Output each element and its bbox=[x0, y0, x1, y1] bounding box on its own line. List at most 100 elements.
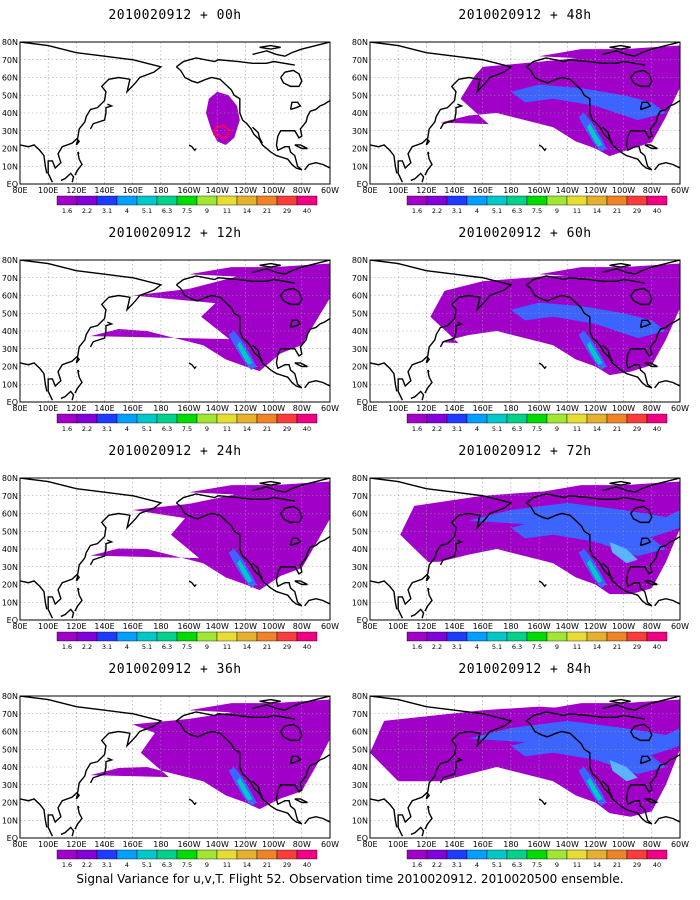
colorbar-swatch bbox=[136, 631, 158, 642]
lon-tick-label: 100W bbox=[262, 404, 285, 413]
map-panel: 2010020912 + 24h EQ 10N 20N 30N 40N 50N 60N 70N 8… bbox=[0, 436, 350, 661]
colorbar-swatch bbox=[96, 195, 118, 206]
coastline bbox=[439, 321, 464, 348]
colorbar-swatch bbox=[566, 413, 588, 424]
colorbar-label: 7.5 bbox=[532, 425, 542, 433]
map-plot: EQ 10N 20N 30N 40N 50N 60N 70N 80N 80E 100E 120E 140… bbox=[352, 474, 689, 651]
lat-tick-label: 50N bbox=[2, 745, 18, 754]
lat-tick-label: 60N bbox=[2, 510, 18, 519]
colorbar-label: 40 bbox=[303, 207, 311, 215]
lon-tick-label: 140E bbox=[444, 622, 464, 631]
lat-tick-label: 60N bbox=[2, 728, 18, 737]
colorbar-swatch bbox=[466, 195, 488, 206]
coastline bbox=[252, 780, 263, 798]
lon-tick-label: 160E bbox=[473, 186, 493, 195]
colorbar-swatch bbox=[566, 849, 588, 860]
coastline bbox=[370, 798, 398, 828]
coastline bbox=[424, 151, 433, 176]
lon-tick-label: 140W bbox=[206, 622, 229, 631]
colorbar-label: 29 bbox=[283, 861, 291, 869]
colorbar-swatch bbox=[486, 849, 508, 860]
lat-tick-label: 20N bbox=[2, 799, 18, 808]
coastline bbox=[625, 99, 680, 171]
lon-tick-label: 160E bbox=[473, 404, 493, 413]
lat-tick-label: 60N bbox=[352, 292, 368, 301]
lon-tick-label: 180 bbox=[153, 404, 168, 413]
lon-tick-label: 100W bbox=[262, 186, 285, 195]
colorbar-swatch bbox=[646, 631, 668, 642]
colorbar-label: 2.2 bbox=[82, 207, 92, 215]
variance-field bbox=[587, 341, 603, 365]
lon-tick-label: 140W bbox=[556, 840, 579, 849]
colorbar-swatch bbox=[606, 631, 628, 642]
colorbar-swatch bbox=[406, 413, 428, 424]
variance-contour bbox=[213, 124, 232, 140]
lat-tick-label: 30N bbox=[352, 781, 368, 790]
coastline bbox=[275, 317, 330, 389]
coastline bbox=[370, 42, 513, 183]
colorbar-swatch bbox=[296, 413, 318, 424]
colorbar-label: 5.1 bbox=[492, 207, 502, 215]
colorbar-label: 1.6 bbox=[62, 861, 72, 869]
lon-tick-label: 160W bbox=[177, 840, 200, 849]
panel-title: 2010020912 + 48h bbox=[458, 8, 592, 23]
coastline bbox=[175, 720, 303, 825]
lon-tick-label: 160W bbox=[527, 186, 550, 195]
lon-tick-label: 80E bbox=[12, 404, 27, 413]
variance-field bbox=[440, 52, 680, 157]
lon-tick-label: 140W bbox=[556, 186, 579, 195]
colorbar-swatch bbox=[546, 849, 568, 860]
coastline bbox=[89, 103, 114, 130]
lon-tick-label: 160E bbox=[123, 622, 143, 631]
colorbar-label: 3.1 bbox=[102, 207, 112, 215]
map-frame bbox=[19, 477, 331, 621]
coastline bbox=[370, 362, 398, 392]
coastline bbox=[625, 317, 680, 389]
lon-tick-label: 100E bbox=[38, 622, 58, 631]
colorbar-swatch bbox=[116, 413, 138, 424]
coastline bbox=[188, 362, 197, 370]
coastline bbox=[525, 57, 645, 68]
colorbar-label: 14 bbox=[243, 207, 251, 215]
coastline bbox=[175, 57, 295, 68]
map-plot: EQ 10N 20N 30N 40N 50N 60N 70N 80N 80E 100E 120E 140… bbox=[2, 256, 339, 433]
map-frame bbox=[369, 41, 681, 185]
colorbar-label: 40 bbox=[303, 643, 311, 651]
lon-tick-label: 100W bbox=[262, 622, 285, 631]
variance-field bbox=[609, 759, 638, 782]
lat-tick-label: 20N bbox=[352, 799, 368, 808]
lon-tick-label: 120W bbox=[234, 186, 257, 195]
colorbar-label: 40 bbox=[653, 425, 661, 433]
colorbar-swatch bbox=[216, 849, 238, 860]
colorbar-label: 6.3 bbox=[512, 425, 522, 433]
lon-tick-label: 180 bbox=[503, 404, 518, 413]
lat-tick-label: 40N bbox=[352, 763, 368, 772]
lat-tick-label: 20N bbox=[352, 363, 368, 372]
coastline bbox=[175, 66, 303, 171]
map-panel: 2010020912 + 36h EQ 10N 20N 30N 40N 50N 60N 70N 8… bbox=[0, 654, 350, 879]
colorbar-swatch bbox=[156, 195, 178, 206]
colorbar-swatch bbox=[156, 631, 178, 642]
lat-tick-label: 40N bbox=[2, 763, 18, 772]
colorbar-swatch bbox=[276, 413, 298, 424]
lon-tick-label: 120E bbox=[416, 622, 436, 631]
lon-tick-label: 120E bbox=[66, 840, 86, 849]
colorbar-swatch bbox=[526, 631, 548, 642]
lat-tick-label: EQ bbox=[7, 834, 18, 843]
lat-tick-label: 80N bbox=[352, 256, 368, 265]
colorbar-swatch bbox=[646, 195, 668, 206]
coastline bbox=[639, 537, 652, 547]
coastline bbox=[74, 369, 83, 394]
coastline bbox=[175, 711, 295, 722]
colorbar-swatch bbox=[626, 413, 648, 424]
colorbar-label: 21 bbox=[613, 861, 621, 869]
lon-tick-label: 120W bbox=[234, 404, 257, 413]
colorbar-label: 3.1 bbox=[452, 425, 462, 433]
lon-tick-label: 140E bbox=[444, 840, 464, 849]
colorbar-label: 6.3 bbox=[512, 861, 522, 869]
colorbar-label: 6.3 bbox=[162, 207, 172, 215]
colorbar-label: 21 bbox=[613, 207, 621, 215]
coastline bbox=[602, 42, 680, 57]
lon-tick-label: 80W bbox=[293, 186, 311, 195]
colorbar-swatch bbox=[236, 413, 258, 424]
